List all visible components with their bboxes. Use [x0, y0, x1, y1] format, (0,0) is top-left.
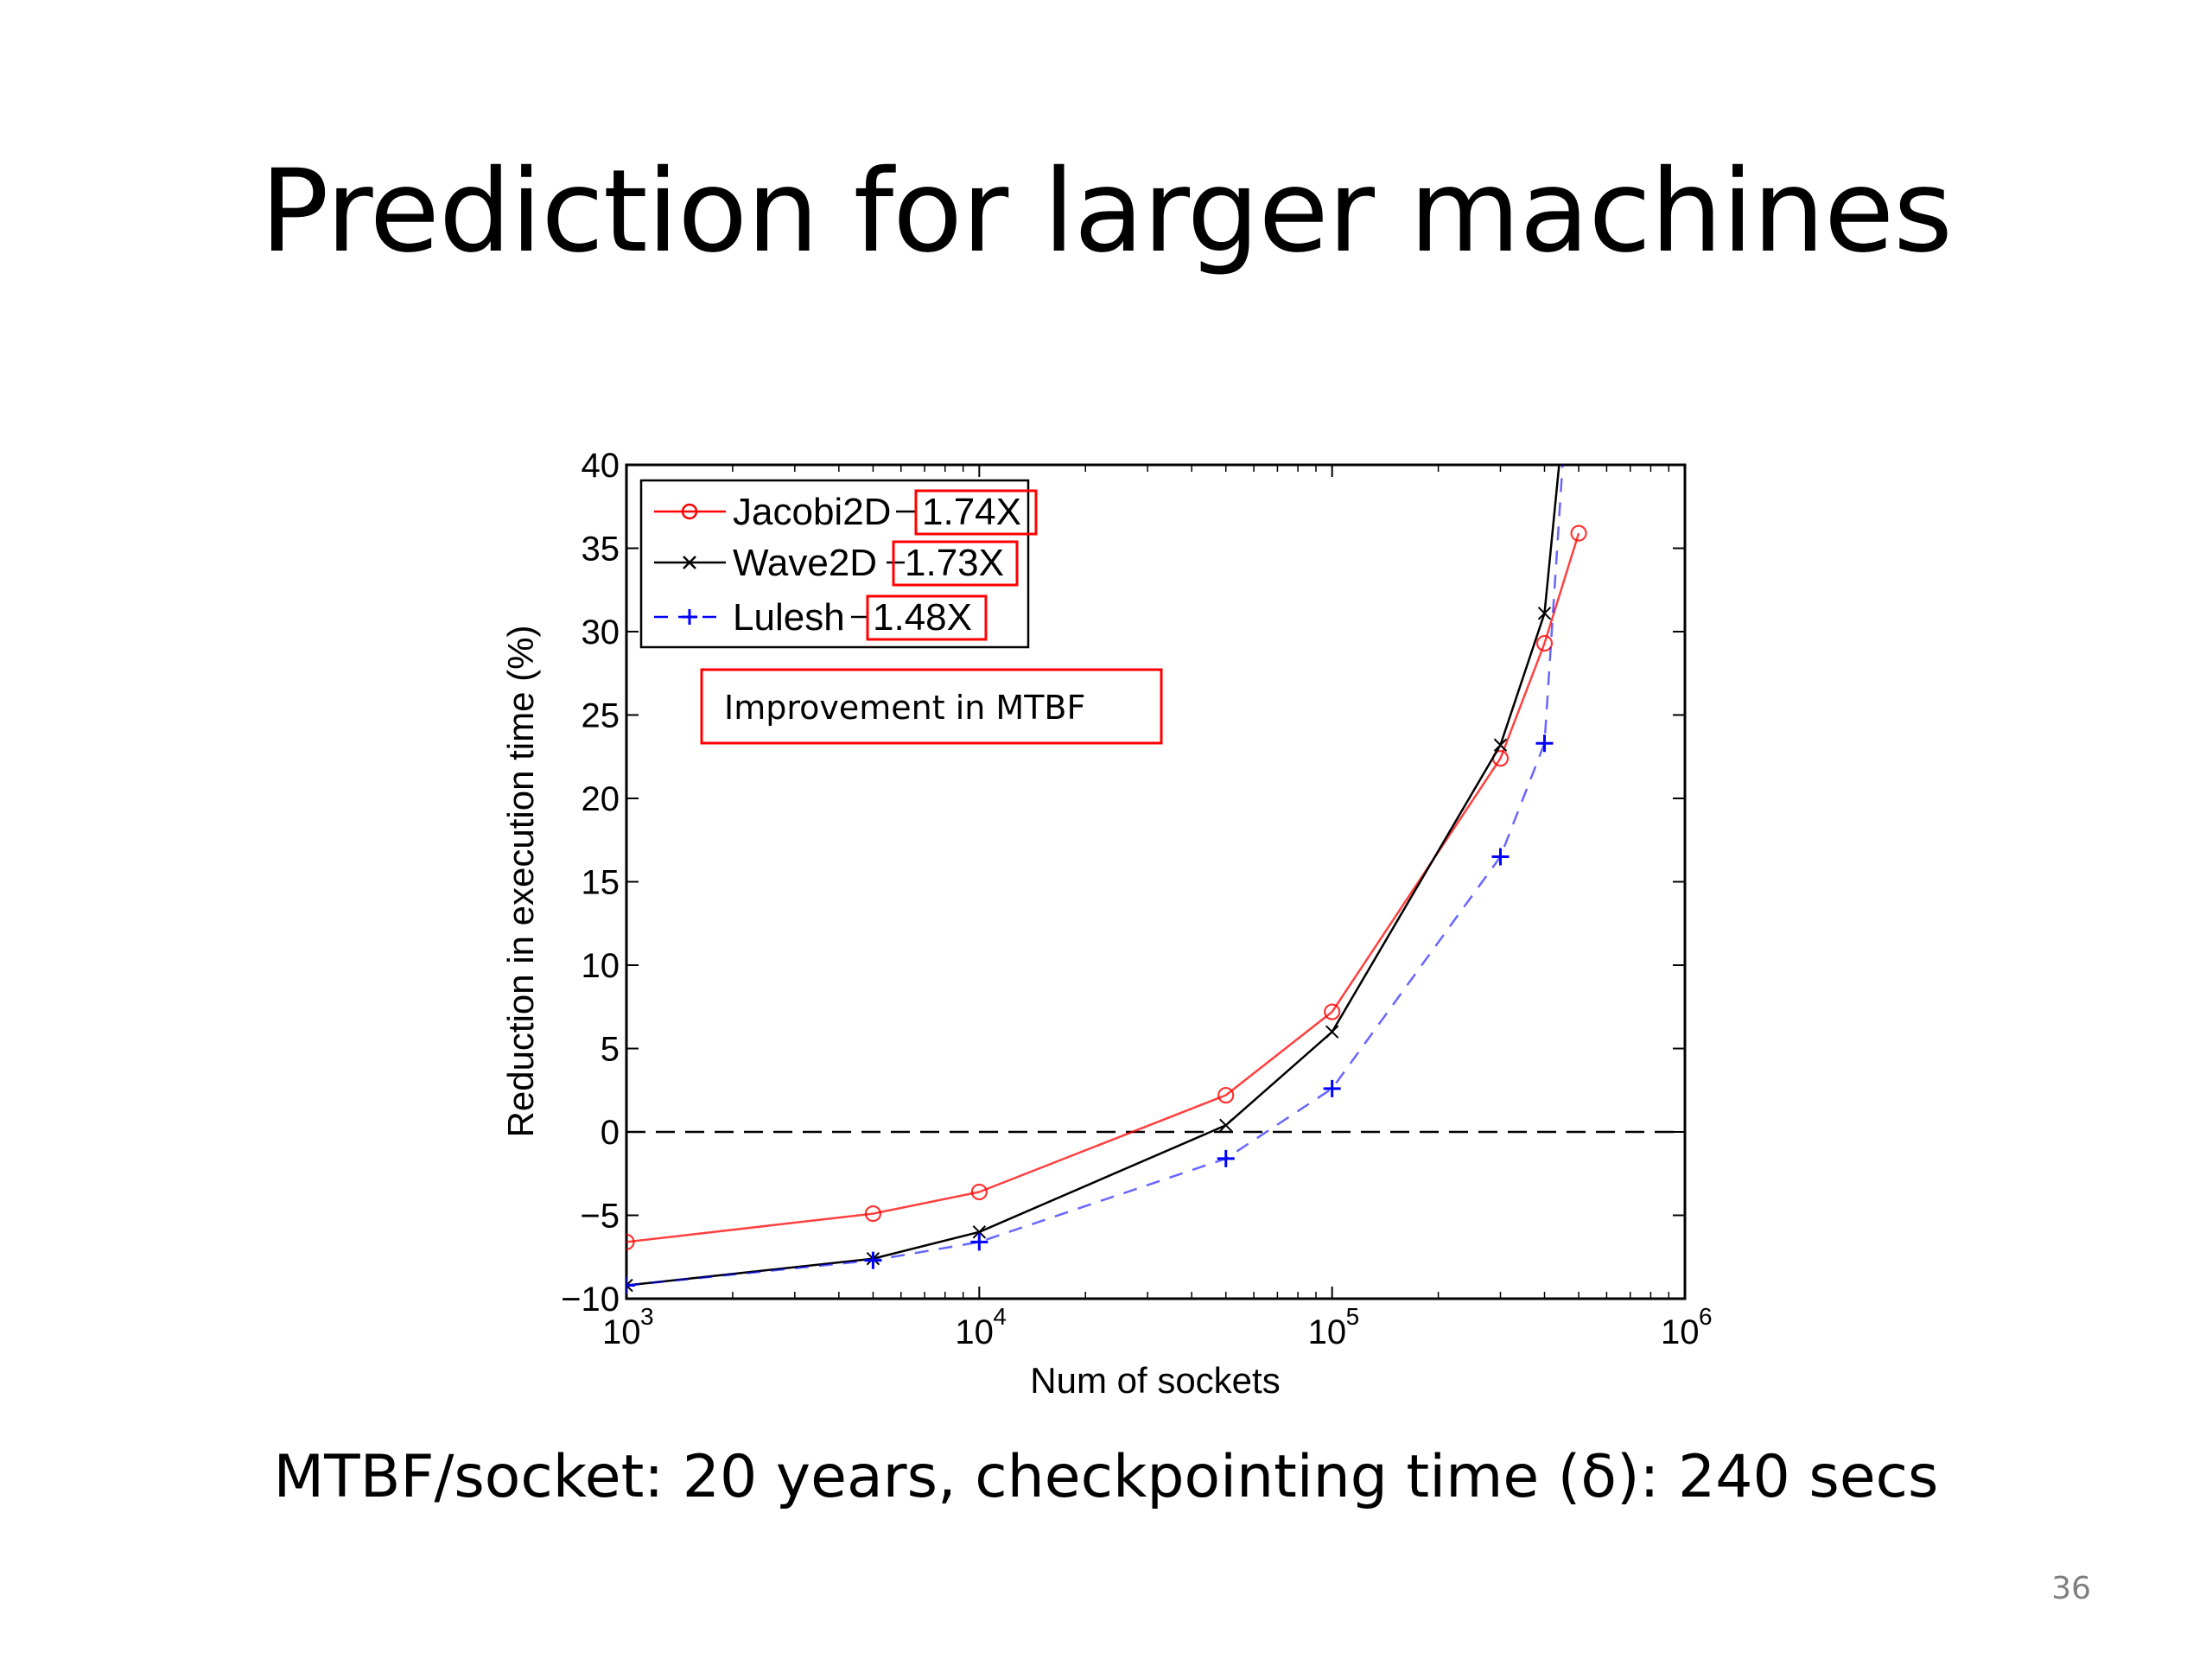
- x-tick-label: 10 5: [1308, 1303, 1360, 1351]
- data-point-lulesh: [1491, 848, 1510, 866]
- series-jacobi2d: [626, 524, 1587, 1250]
- y-tick-label: 35: [582, 531, 620, 569]
- slide-caption: MTBF/socket: 20 years, checkpointing tim…: [273, 1443, 1939, 1511]
- y-tick-label: −10: [561, 1281, 620, 1319]
- legend-highlight-lulesh: [866, 594, 988, 641]
- annotation-text: Improvement in MTBF: [724, 689, 1085, 727]
- data-point-lulesh: [1535, 734, 1554, 753]
- legend-label-lulesh: Lulesh: [733, 596, 845, 639]
- series-lulesh: [626, 465, 1564, 1294]
- x-tick-exponent: 6: [1699, 1303, 1713, 1330]
- data-point-jacobi2d: [1570, 524, 1587, 542]
- data-point-jacobi2d: [970, 1183, 988, 1201]
- slide-title: Prediction for larger machines: [260, 145, 1953, 278]
- y-axis-label: Reduction in execution time (%): [500, 626, 541, 1138]
- data-point-lulesh: [864, 1251, 882, 1269]
- data-point-lulesh: [970, 1233, 988, 1251]
- page-number: 36: [2051, 1571, 2091, 1606]
- y-tick-label: 25: [582, 697, 620, 735]
- legend-marker-jacobi2d: [681, 503, 698, 520]
- data-point-wave2d: [972, 1225, 987, 1239]
- data-point-lulesh: [1323, 1079, 1341, 1097]
- data-point-jacobi2d: [626, 1233, 635, 1250]
- y-tick-label: 5: [601, 1031, 620, 1069]
- legend-label-wave2d: Wave2D: [733, 542, 877, 584]
- y-tick-label: 20: [582, 780, 620, 818]
- x-tick-base: 10: [1308, 1313, 1347, 1351]
- x-tick-label: 10 6: [1661, 1303, 1713, 1351]
- series-layer: [626, 465, 1587, 1294]
- data-point-wave2d: [1537, 607, 1552, 620]
- annotation: Improvement in MTBF: [700, 668, 1163, 745]
- legend-label-jacobi2d: Jacobi2D: [733, 491, 891, 533]
- data-point-jacobi2d: [1324, 1003, 1341, 1020]
- data-point-wave2d: [1325, 1025, 1339, 1039]
- x-tick-label: 10 3: [602, 1303, 654, 1351]
- data-point-jacobi2d: [1535, 634, 1554, 652]
- series-wave2d: [626, 465, 1560, 1293]
- x-tick-base: 10: [1661, 1313, 1700, 1351]
- legend-improvement-lulesh: 1.48X: [873, 596, 972, 639]
- legend-marker-wave2d: [683, 556, 696, 569]
- legend-marker-lulesh: [682, 609, 697, 625]
- y-tick-label: 10: [582, 947, 620, 985]
- legend-entry-wave2d: Wave2D 1.73X: [654, 540, 1019, 587]
- legend-improvement-jacobi2d: 1.74X: [922, 491, 1021, 533]
- y-tick-label: 15: [582, 864, 620, 902]
- data-point-wave2d: [626, 1278, 633, 1293]
- data-point-wave2d: [1493, 738, 1508, 752]
- annotation-box: [700, 668, 1163, 745]
- legend-highlight-jacobi2d: [914, 489, 1038, 536]
- x-tick-base: 10: [955, 1313, 994, 1351]
- y-tick-label: 30: [582, 613, 620, 652]
- legend-improvement-wave2d: 1.73X: [905, 542, 1004, 584]
- legend-entry-jacobi2d: Jacobi2D 1.74X: [654, 489, 1038, 536]
- x-tick-exponent: 4: [993, 1303, 1007, 1330]
- legend-box: [639, 479, 1030, 649]
- data-point-jacobi2d: [1217, 1086, 1235, 1104]
- x-tick-label: 10 4: [955, 1303, 1007, 1351]
- x-tick-base: 10: [602, 1313, 641, 1351]
- series-line-lulesh: [626, 465, 1564, 1287]
- x-axis-label: Num of sockets: [1030, 1360, 1280, 1401]
- legend: Jacobi2D 1.74X Wave2D 1.73X Lulesh 1.48X: [639, 479, 1038, 649]
- legend-highlight-wave2d: [892, 540, 1019, 587]
- series-line-wave2d: [626, 465, 1560, 1287]
- data-point-lulesh: [1217, 1149, 1235, 1167]
- axes-layer: [626, 464, 1686, 1300]
- x-tick-labels: 10 3 10 4 10 5 10 6: [602, 1303, 1713, 1351]
- legend-entry-lulesh: Lulesh 1.48X: [654, 594, 988, 641]
- y-tick-label: −5: [580, 1198, 620, 1236]
- series-line-jacobi2d: [626, 532, 1580, 1243]
- x-tick-exponent: 3: [640, 1303, 654, 1330]
- data-point-wave2d: [1219, 1118, 1233, 1132]
- data-point-jacobi2d: [864, 1205, 882, 1223]
- y-tick-labels: 40 35 30 25 20 15 10 5 0 −5 −10: [561, 447, 620, 1319]
- data-point-lulesh: [626, 1276, 635, 1294]
- x-tick-exponent: 5: [1346, 1303, 1360, 1330]
- y-tick-label: 0: [601, 1114, 620, 1152]
- y-tick-label: 40: [582, 447, 620, 485]
